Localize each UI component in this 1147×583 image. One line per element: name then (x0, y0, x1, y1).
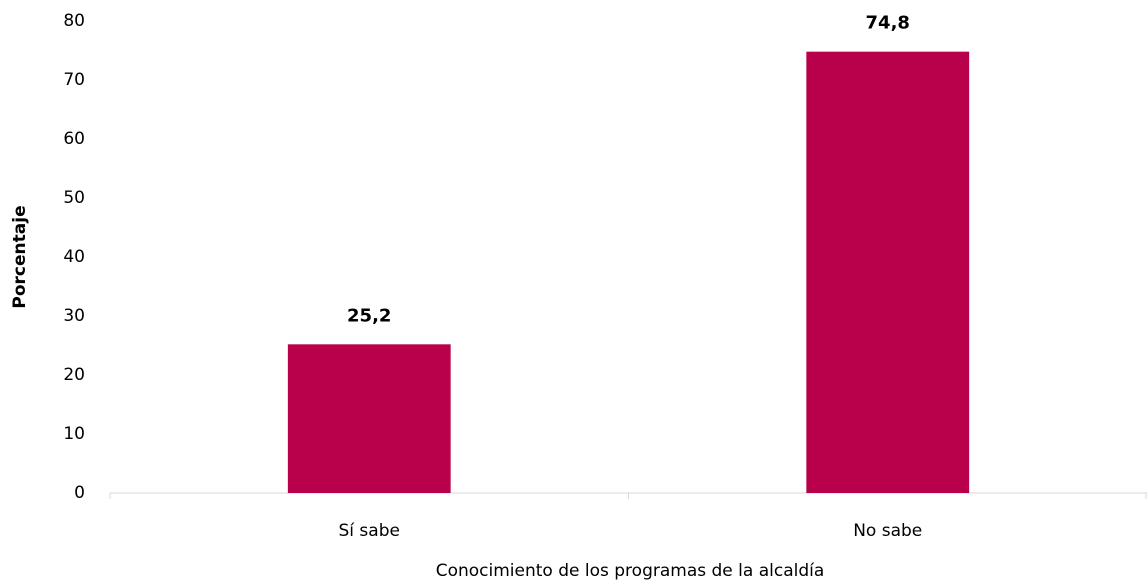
y-tick-label: 70 (63, 70, 85, 90)
y-tick-label: 30 (63, 306, 85, 326)
y-tick-label: 0 (74, 483, 85, 503)
data-label: 74,8 (866, 13, 910, 34)
x-tick-label: Sí sabe (339, 521, 400, 541)
x-tick-label: No sabe (853, 521, 922, 541)
y-tick-label: 10 (63, 424, 85, 444)
y-tick-label: 60 (63, 129, 85, 149)
y-tick-label: 80 (63, 11, 85, 31)
x-axis-label: Conocimiento de los programas de la alca… (436, 561, 825, 581)
y-axis-label: Porcentaje (10, 205, 30, 308)
bar (287, 344, 451, 493)
y-tick-label: 40 (63, 247, 85, 267)
bar (806, 51, 970, 494)
y-tick-label: 20 (63, 365, 85, 385)
y-tick-label: 50 (63, 188, 85, 208)
data-label: 25,2 (347, 305, 391, 326)
